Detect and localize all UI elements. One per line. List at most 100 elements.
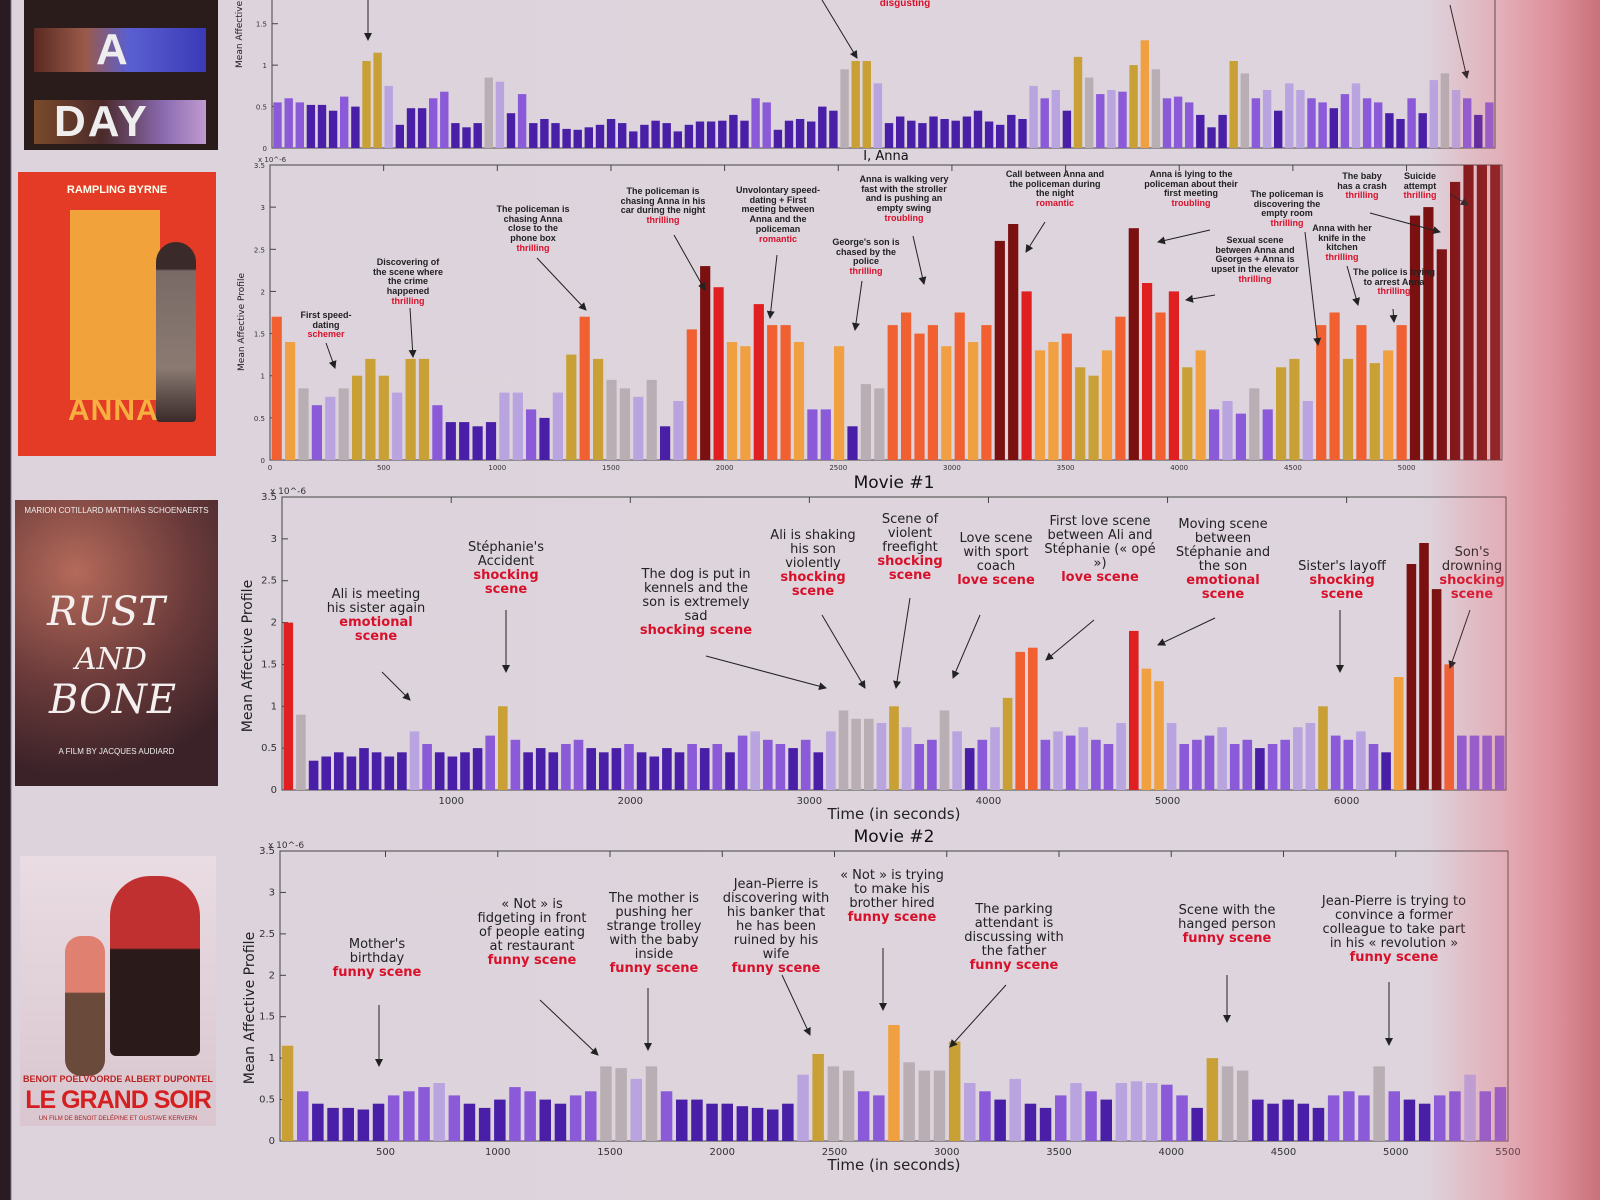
- annotation-arrow: [673, 234, 706, 291]
- poster-title: DAY: [54, 97, 149, 146]
- bar: [1078, 727, 1089, 790]
- bar: [1130, 1081, 1143, 1141]
- x-tick-label: 1000: [485, 1147, 510, 1158]
- bar: [312, 1103, 324, 1141]
- bar: [472, 426, 483, 460]
- bar: [328, 110, 338, 148]
- bar: [1463, 165, 1474, 460]
- y-tick-label: 2: [271, 618, 277, 629]
- bar: [325, 396, 336, 460]
- scene-description: Son's drowning: [1441, 545, 1503, 575]
- bar: [979, 1091, 991, 1141]
- y-tick-label: 0: [269, 1136, 275, 1147]
- bar: [1444, 664, 1454, 790]
- bar: [649, 756, 660, 790]
- bar: [1374, 102, 1383, 148]
- bar: [927, 739, 937, 790]
- annotation-arrow: [912, 235, 927, 285]
- bar: [726, 342, 738, 460]
- annotation-arrow: [821, 0, 858, 59]
- annotation-arrow: [1389, 308, 1398, 323]
- bar: [977, 739, 988, 790]
- scene-annotation: Sexual scene between Anna and Georges + …: [1208, 235, 1303, 285]
- bar: [327, 1107, 339, 1141]
- emotion-category: thrilling: [391, 295, 425, 306]
- bar: [1419, 543, 1429, 790]
- bar: [1407, 98, 1416, 148]
- bar: [1369, 363, 1380, 460]
- annotation-arrow: [705, 655, 827, 691]
- poster-title: AND: [75, 642, 147, 677]
- x-tick-label: 2000: [710, 1147, 735, 1158]
- scene-annotation: First speed-dating schemer: [291, 310, 361, 340]
- bar: [857, 1091, 870, 1141]
- bar: [1141, 668, 1152, 790]
- x-tick-label: 3500: [1046, 1147, 1071, 1158]
- bar: [1479, 1091, 1491, 1141]
- bar: [517, 94, 527, 148]
- scene-description: The baby has a crash: [1337, 171, 1387, 191]
- bar: [384, 756, 395, 790]
- bar: [586, 748, 596, 790]
- bar: [1293, 727, 1303, 790]
- bar: [417, 108, 427, 148]
- bar: [940, 119, 949, 148]
- bar: [1140, 40, 1149, 148]
- x-tick-label: 1500: [602, 464, 620, 472]
- bar: [1107, 90, 1116, 148]
- x-axis-label: Time (in seconds): [827, 805, 961, 823]
- bar: [1457, 735, 1467, 790]
- scene-annotation: Scene with the hanged person funny scene: [1171, 903, 1283, 946]
- bar: [1329, 312, 1340, 460]
- poster-title: A: [96, 25, 130, 74]
- emotion-category: emotional scene: [339, 615, 413, 645]
- bar: [510, 739, 521, 790]
- bar: [433, 1083, 445, 1141]
- bar: [973, 110, 983, 148]
- scene-description: Anna is walking very fast with the strol…: [859, 174, 949, 214]
- scene-annotation: The police is trying to arrest Anna thril…: [1349, 267, 1439, 297]
- bar: [1009, 1078, 1021, 1141]
- bar: [1307, 98, 1316, 148]
- bar: [1161, 1084, 1173, 1141]
- bar: [317, 104, 327, 148]
- scene-description: First speed-dating: [300, 310, 352, 330]
- bar: [1128, 228, 1139, 460]
- bar: [994, 240, 1005, 460]
- bar: [706, 121, 716, 148]
- bar: [539, 1099, 551, 1141]
- emotion-category: romantic: [1035, 198, 1074, 209]
- bar: [1429, 80, 1438, 148]
- bar: [721, 1103, 733, 1141]
- bar: [1490, 165, 1501, 460]
- bar: [797, 1074, 809, 1141]
- x-tick-label: 500: [376, 1147, 395, 1158]
- poster-title: BONE: [49, 677, 177, 723]
- bar: [285, 342, 296, 460]
- bar: [422, 744, 432, 790]
- emotion-category: funny scene: [609, 961, 699, 977]
- bar: [1340, 94, 1350, 148]
- bar: [573, 739, 584, 790]
- bar: [1329, 108, 1338, 148]
- bar: [874, 388, 885, 460]
- bar: [462, 127, 471, 148]
- bar: [615, 1068, 627, 1141]
- bar: [484, 77, 493, 148]
- bar: [311, 405, 322, 460]
- bar: [1362, 98, 1372, 148]
- movie-poster-rust-and-bone: MARION COTILLARD MATTHIAS SCHOENAERTS RU…: [15, 500, 218, 786]
- scene-annotation: Ali is shaking his son violently shocking…: [766, 528, 861, 599]
- bar: [673, 401, 684, 460]
- bar: [1204, 735, 1215, 790]
- y-tick-label: 2.5: [259, 929, 275, 940]
- emotion-category: thrilling: [1345, 190, 1379, 201]
- bar: [562, 128, 571, 148]
- x-tick-label: 2000: [716, 464, 734, 472]
- bar: [712, 744, 723, 790]
- poster-figure: [156, 242, 196, 422]
- bar: [826, 731, 836, 790]
- scene-description: The policeman is discovering the empty r…: [1250, 189, 1324, 219]
- bar: [674, 752, 685, 790]
- bar: [687, 744, 697, 790]
